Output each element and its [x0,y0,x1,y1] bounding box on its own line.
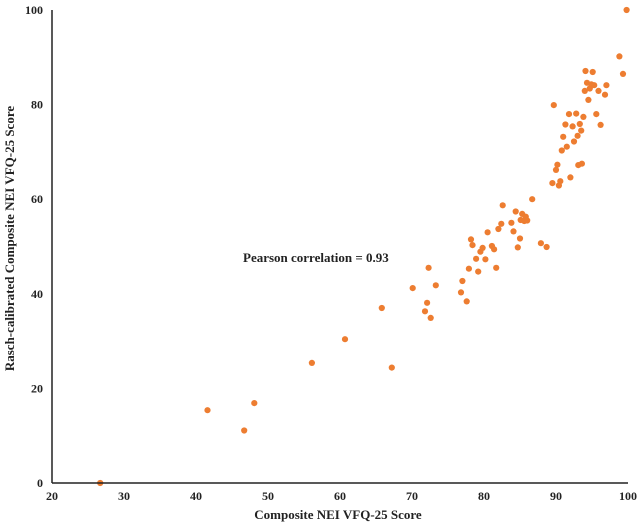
data-point [463,298,470,305]
data-point [493,264,500,271]
y-tick-label: 80 [31,98,43,112]
y-tick-label: 60 [31,192,43,206]
data-point [512,208,519,215]
data-point [482,256,489,263]
data-point [619,70,627,77]
data-point [537,240,545,247]
pearson-annotation: Pearson correlation = 0.93 [243,250,389,265]
data-point [495,225,502,233]
y-tick-label: 0 [37,476,43,490]
data-point [589,68,596,76]
data-point [597,121,604,128]
data-point [560,133,567,140]
data-point [573,110,580,117]
data-point [475,268,482,275]
data-point [308,359,315,366]
data-point [508,219,515,226]
data-point [565,111,573,118]
data-point [552,166,560,173]
x-tick-label: 40 [190,489,202,503]
data-point [499,202,506,209]
x-axis-title: Composite NEI VFQ-25 Score [254,507,422,522]
data-point [459,277,466,285]
data-point [457,289,465,296]
y-axis-title: Rasch-calibrated Composite NEI VFQ-25 Sc… [2,106,17,372]
data-point [409,285,416,292]
data-point [479,244,486,251]
data-point [467,236,475,243]
x-tick-label: 60 [334,489,346,503]
data-point [465,265,472,272]
data-point [558,147,565,154]
data-point [623,6,630,14]
data-point [516,235,524,242]
data-point [424,299,431,306]
x-tick-labels: 20 30 40 50 60 70 80 90 100 [46,489,637,503]
data-point [427,314,434,321]
x-tick-label: 20 [46,489,58,503]
data-point [581,87,588,94]
data-point [574,132,581,139]
data-point [603,82,610,89]
data-point [378,304,385,312]
data-point [576,120,583,128]
x-tick-label: 90 [550,489,562,503]
data-point [570,138,578,145]
y-tick-labels: 0 20 40 60 80 100 [25,3,43,490]
data-point [580,113,587,120]
data-point [578,127,585,134]
data-point [473,255,480,262]
data-point [562,121,569,128]
data-point [425,264,432,271]
x-tick-label: 100 [619,489,637,503]
data-point [421,308,429,315]
x-tick-label: 70 [406,489,418,503]
data-point [601,91,609,98]
data-point [432,282,439,289]
data-point [543,243,550,251]
data-point [491,246,498,253]
x-tick-label: 30 [118,489,130,503]
data-point [554,161,561,168]
data-point [563,143,570,150]
x-tick-label: 50 [262,489,274,503]
data-point [593,111,600,118]
y-tick-label: 40 [31,287,43,301]
data-point [557,178,564,185]
data-point [550,102,557,109]
data-point [484,229,491,236]
data-point [388,364,395,371]
data-points [97,6,630,487]
data-point [498,220,505,227]
data-point [591,82,598,89]
data-point [578,160,586,167]
data-point [595,87,602,94]
data-point [251,400,258,407]
data-point [529,196,536,203]
data-point [524,217,531,224]
data-point [567,174,574,181]
data-point [549,180,556,187]
data-point [569,123,576,130]
data-point [514,244,521,251]
data-point [341,336,349,343]
data-point [469,242,476,249]
data-point [204,407,211,414]
x-tick-label: 80 [478,489,490,503]
data-point [510,228,517,235]
data-point [585,96,592,103]
data-point [582,67,589,75]
y-tick-label: 100 [25,3,43,17]
y-tick-label: 20 [31,381,43,395]
data-point [241,427,248,434]
data-point [616,53,623,60]
